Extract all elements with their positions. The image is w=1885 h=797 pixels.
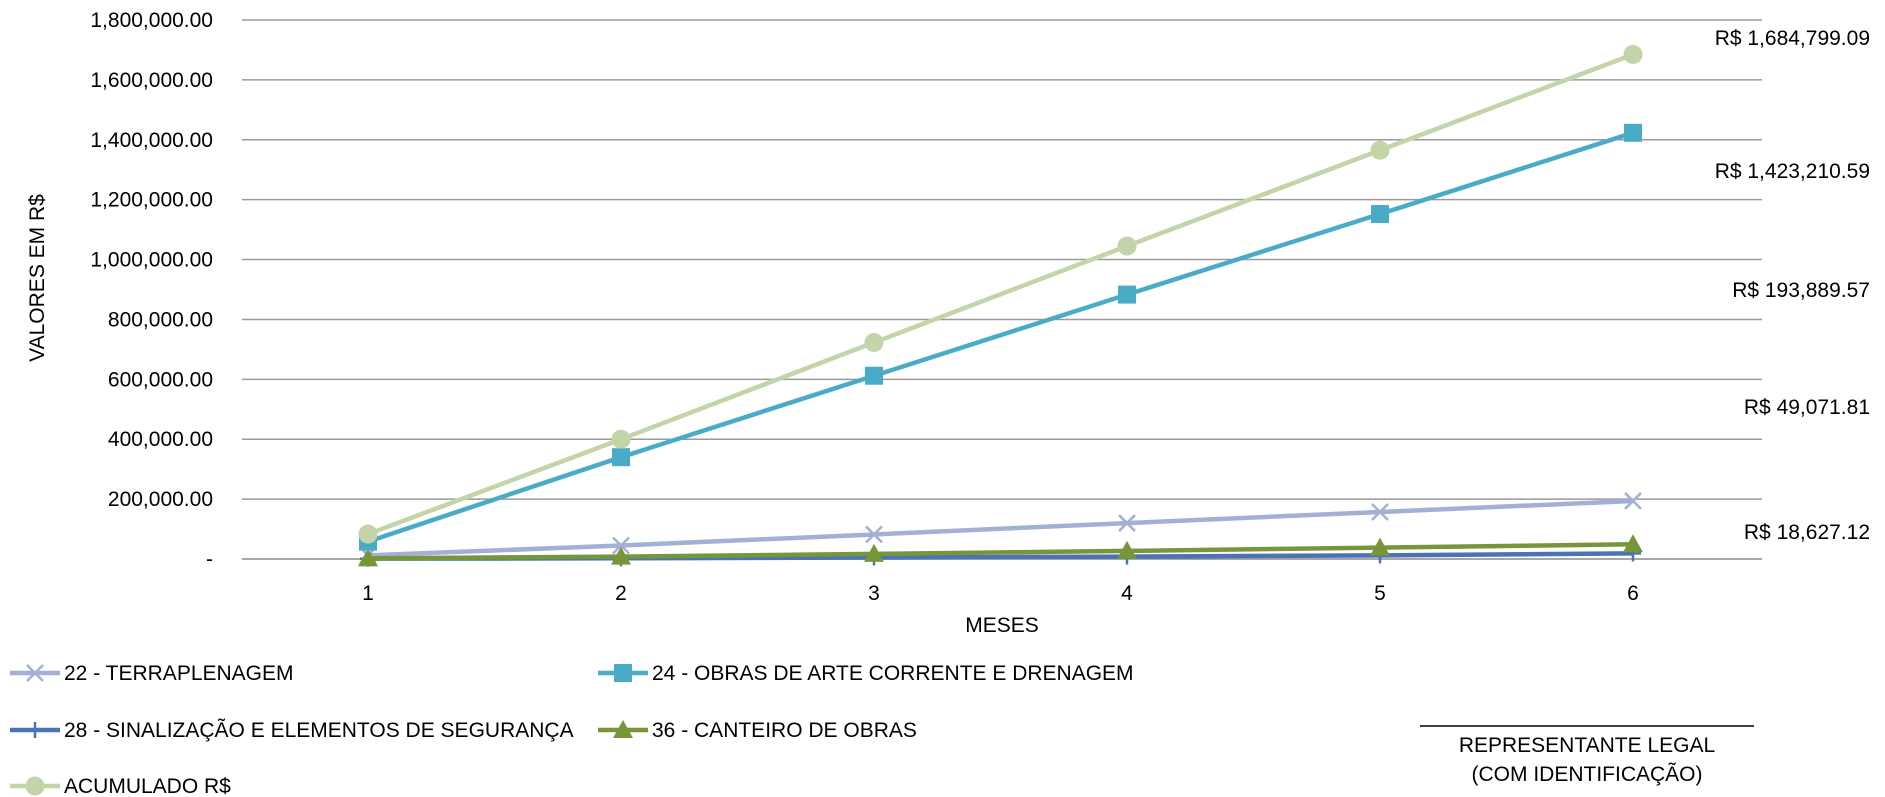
series-marker-square: [1371, 205, 1389, 224]
marker-stroke: [1118, 514, 1136, 532]
end-value-label: R$ 1,423,210.59: [1715, 160, 1870, 183]
end-value-label: R$ 193,889.57: [1732, 279, 1870, 302]
series-line: [367, 498, 1634, 558]
marker-stroke: [865, 525, 883, 544]
x-tick-label: 6: [1627, 582, 1639, 605]
series-marker-circle: [1117, 236, 1137, 256]
series-marker-triangle: [613, 720, 633, 738]
series-marker-circle: [358, 524, 378, 544]
gridlines: [242, 19, 1762, 560]
end-value-label: R$ 1,684,799.09: [1715, 27, 1870, 50]
y-tick-label: 1,000,000.00: [90, 249, 213, 272]
series-marker-triangle: [611, 546, 631, 565]
x-tick-label: 4: [1121, 582, 1133, 605]
series-marker-triangle: [1117, 540, 1137, 559]
y-tick-label: 1,400,000.00: [90, 129, 213, 152]
x-tick-label: 2: [615, 582, 627, 605]
series-marker-triangle: [1370, 537, 1390, 556]
y-tick-label: 200,000.00: [108, 488, 213, 511]
series-line: [367, 542, 1634, 561]
series-marker-x: [26, 664, 44, 682]
end-value-label: R$ 18,627.12: [1744, 521, 1870, 544]
marker-stroke: [1371, 503, 1389, 521]
series-lines: [358, 44, 1643, 567]
y-tick-label: 400,000.00: [108, 428, 213, 451]
y-tick-label: 600,000.00: [108, 368, 213, 391]
signature-title: REPRESENTANTE LEGAL: [1459, 734, 1715, 757]
x-tick-labels: 1 2 3 4 5 6: [362, 582, 1639, 605]
series-group: [359, 123, 1642, 551]
series-marker-square: [1118, 285, 1136, 304]
y-tick-label: 1,200,000.00: [90, 189, 213, 212]
series-marker-x: [612, 536, 630, 555]
x-axis-title: MESES: [965, 614, 1039, 637]
series-marker-x: [1118, 514, 1136, 532]
series-marker-x: [1371, 503, 1389, 521]
series-marker-x: [1624, 492, 1642, 510]
end-value-label: R$ 49,071.81: [1744, 396, 1870, 419]
y-axis-title: VALORES EM R$: [26, 194, 49, 362]
series-line: [367, 130, 1634, 544]
x-tick-label: 3: [868, 582, 880, 605]
legend-label: 28 - SINALIZAÇÃO E ELEMENTOS DE SEGURANÇ…: [64, 718, 574, 742]
legend-label: 22 - TERRAPLENAGEM: [64, 662, 294, 685]
series-marker-triangle: [864, 543, 884, 562]
y-tick-label: 800,000.00: [108, 308, 213, 331]
series-group: [358, 534, 1643, 567]
series-marker-triangle: [1623, 534, 1643, 553]
marker-stroke: [1624, 492, 1642, 510]
legend: 22 - TERRAPLENAGEM 24 - OBRAS DE ARTE COR…: [10, 662, 1134, 797]
legend-item: 22 - TERRAPLENAGEM: [10, 662, 294, 685]
marker-stroke: [612, 536, 630, 555]
series-line: [367, 52, 1634, 537]
legend-item: 36 - CANTEIRO DE OBRAS: [598, 719, 917, 742]
series-marker-circle: [25, 776, 45, 796]
legend-label: 36 - CANTEIRO DE OBRAS: [652, 719, 917, 742]
series-marker-x: [865, 525, 883, 544]
legend-label: ACUMULADO R$: [64, 775, 231, 797]
y-tick-label: 1,800,000.00: [90, 9, 213, 32]
series-group: [358, 44, 1643, 544]
series-marker-square: [614, 664, 632, 682]
series-marker-square: [865, 366, 883, 385]
series-marker-dash: [27, 722, 43, 738]
legend-item: 28 - SINALIZAÇÃO E ELEMENTOS DE SEGURANÇ…: [10, 718, 574, 742]
series-marker-circle: [611, 429, 631, 449]
y-tick-label: 1,600,000.00: [90, 69, 213, 92]
marker-stroke: [26, 664, 44, 682]
series-marker-square: [1624, 123, 1642, 142]
x-tick-label: 5: [1374, 582, 1386, 605]
legend-item: 24 - OBRAS DE ARTE CORRENTE E DRENAGEM: [598, 662, 1134, 685]
signature-subtitle: (COM IDENTIFICAÇÃO): [1472, 762, 1703, 786]
series-marker-triangle: [358, 548, 378, 567]
legend-label: 24 - OBRAS DE ARTE CORRENTE E DRENAGEM: [652, 662, 1134, 685]
legend-item: ACUMULADO R$: [10, 775, 231, 797]
series-marker-circle: [864, 333, 884, 353]
signature-block: REPRESENTANTE LEGAL (COM IDENTIFICAÇÃO): [1420, 725, 1754, 786]
end-value-labels: R$ 1,684,799.09 R$ 1,423,210.59 R$ 193,889…: [1715, 27, 1870, 544]
series-marker-circle: [1370, 140, 1390, 160]
series-marker-circle: [1623, 44, 1643, 64]
y-tick-label: -: [206, 548, 213, 571]
x-tick-label: 1: [362, 582, 374, 605]
series-marker-square: [612, 448, 630, 467]
y-tick-labels: - 200,000.00 400,000.00 600,000.00 800,000.0…: [90, 9, 213, 571]
